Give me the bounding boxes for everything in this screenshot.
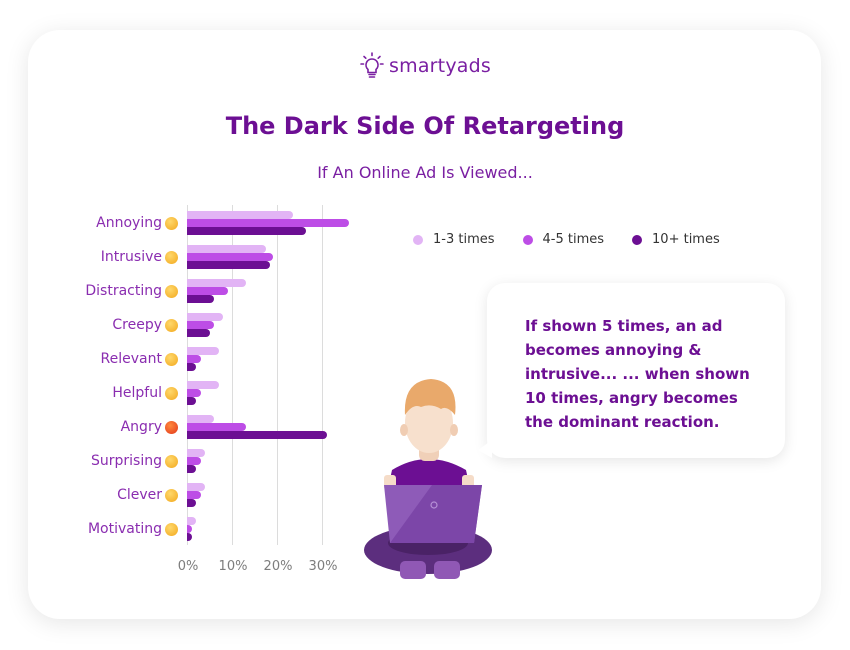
bar-creepy-10-times bbox=[187, 329, 210, 337]
bar-clever-10-times bbox=[187, 499, 196, 507]
callout-bubble-tail bbox=[478, 440, 492, 458]
bar-distracting-1-3-times bbox=[187, 279, 246, 287]
bar-distracting-4-5-times bbox=[187, 287, 228, 295]
grimacing-face-icon bbox=[165, 285, 178, 298]
bar-surprising-10-times bbox=[187, 465, 196, 473]
bar-creepy-1-3-times bbox=[187, 313, 223, 321]
bar-surprising-4-5-times bbox=[187, 457, 201, 465]
bar-intrusive-1-3-times bbox=[187, 245, 266, 253]
x-axis-tick-label: 10% bbox=[218, 559, 248, 574]
legend-dot-icon bbox=[632, 234, 643, 245]
nerd-face-icon bbox=[165, 489, 178, 502]
bar-intrusive-10-times bbox=[187, 261, 271, 269]
row-label: Distracting bbox=[85, 283, 162, 299]
bar-annoying-10-times bbox=[187, 227, 307, 235]
bar-annoying-4-5-times bbox=[187, 219, 349, 227]
bar-angry-1-3-times bbox=[187, 415, 214, 423]
brand-logo: smartyads bbox=[0, 52, 850, 80]
worried-face-icon bbox=[165, 251, 178, 264]
legend-item: 10+ times bbox=[632, 232, 720, 247]
gridline bbox=[232, 205, 233, 545]
frowning-face-icon bbox=[165, 319, 178, 332]
legend-label: 4-5 times bbox=[542, 232, 605, 247]
bar-intrusive-4-5-times bbox=[187, 253, 273, 261]
lightbulb-icon bbox=[360, 52, 384, 78]
bar-annoying-1-3-times bbox=[187, 211, 293, 219]
row-label: Surprising bbox=[91, 453, 162, 469]
heart-eyes-face-icon bbox=[165, 353, 178, 366]
bar-helpful-10-times bbox=[187, 397, 196, 405]
x-axis-tick-label: 30% bbox=[308, 559, 338, 574]
gridline bbox=[187, 205, 188, 545]
slightly-smiling-face-icon bbox=[165, 387, 178, 400]
row-label: Relevant bbox=[100, 351, 162, 367]
bar-clever-4-5-times bbox=[187, 491, 201, 499]
legend-item: 1-3 times bbox=[413, 232, 495, 247]
row-label: Intrusive bbox=[100, 249, 162, 265]
row-label: Angry bbox=[120, 419, 162, 435]
row-label: Creepy bbox=[112, 317, 162, 333]
gridline bbox=[322, 205, 323, 545]
x-axis-tick-label: 20% bbox=[263, 559, 293, 574]
legend-label: 10+ times bbox=[652, 232, 720, 247]
x-axis-tick-label: 0% bbox=[177, 559, 199, 574]
person-with-laptop-illustration bbox=[364, 379, 492, 579]
hand-over-mouth-face-icon bbox=[165, 455, 178, 468]
bar-angry-4-5-times bbox=[187, 423, 246, 431]
legend-label: 1-3 times bbox=[433, 232, 495, 247]
angry-face-icon bbox=[165, 421, 178, 434]
bar-surprising-1-3-times bbox=[187, 449, 205, 457]
callout-bubble bbox=[487, 283, 785, 458]
bar-helpful-4-5-times bbox=[187, 389, 201, 397]
bar-clever-1-3-times bbox=[187, 483, 205, 491]
legend-dot-icon bbox=[522, 234, 533, 245]
bar-motivating-4-5-times bbox=[187, 525, 192, 533]
legend-dot-icon bbox=[413, 234, 423, 245]
row-label: Helpful bbox=[112, 385, 162, 401]
row-label: Motivating bbox=[87, 521, 162, 537]
bar-creepy-4-5-times bbox=[187, 321, 214, 329]
row-label: Annoying bbox=[96, 215, 162, 231]
bar-motivating-10-times bbox=[187, 533, 192, 541]
bar-helpful-1-3-times bbox=[187, 381, 219, 389]
saluting-face-icon bbox=[165, 523, 178, 536]
bar-angry-10-times bbox=[187, 431, 327, 439]
bar-motivating-1-3-times bbox=[187, 517, 196, 525]
brand-name: smartyads bbox=[389, 55, 491, 77]
bar-relevant-10-times bbox=[187, 363, 196, 371]
page-title: The Dark Side Of Retargeting bbox=[225, 112, 625, 140]
bar-relevant-4-5-times bbox=[187, 355, 201, 363]
legend-item: 4-5 times bbox=[522, 232, 605, 247]
confounded-face-icon bbox=[165, 217, 178, 230]
row-label: Clever bbox=[117, 487, 162, 503]
callout-text: If shown 5 times, an ad becomes annoying… bbox=[525, 317, 750, 431]
chart-subtitle: If An Online Ad Is Viewed... bbox=[317, 163, 533, 182]
chart-legend: 1-3 times 4-5 times 10+ times bbox=[413, 232, 720, 247]
bar-distracting-10-times bbox=[187, 295, 214, 303]
gridline bbox=[277, 205, 278, 545]
bar-relevant-1-3-times bbox=[187, 347, 219, 355]
